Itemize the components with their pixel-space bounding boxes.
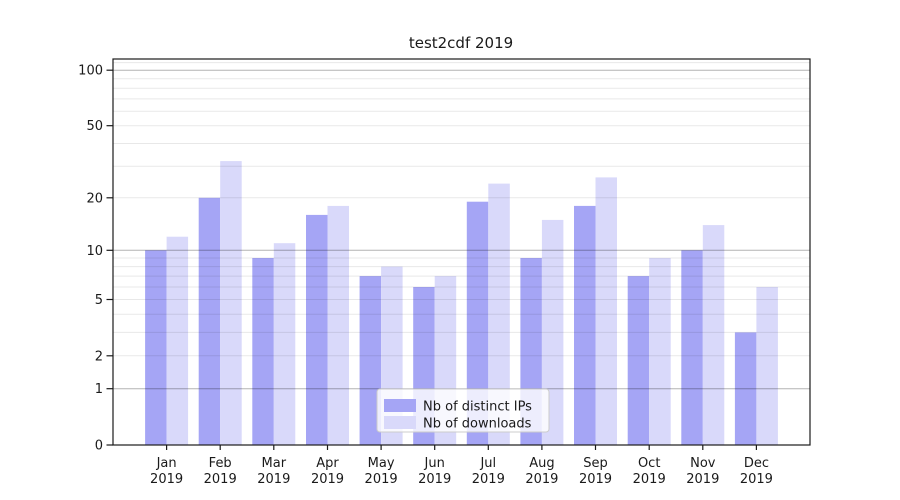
- y-axis-tick-label: 50: [86, 119, 103, 134]
- x-axis-tick-label-year: 2019: [740, 472, 773, 487]
- x-axis-tick-label-month: Jul: [479, 456, 496, 471]
- labels-layer: 0125102050100Jan2019Feb2019Mar2019Apr201…: [78, 64, 773, 487]
- x-axis-tick-label-month: Feb: [209, 456, 232, 471]
- legend-swatch-distinct-ips: [384, 399, 416, 412]
- plot-frame: [112, 58, 811, 446]
- grid-layer: [113, 62, 810, 390]
- legend: Nb of distinct IPs Nb of downloads: [376, 388, 550, 433]
- x-axis-tick-label-year: 2019: [204, 472, 237, 487]
- x-axis-tick-label-month: Dec: [744, 456, 769, 471]
- x-axis-tick-label-year: 2019: [311, 472, 344, 487]
- x-axis-tick-label-month: Jan: [156, 456, 177, 471]
- bar-downloads: [756, 287, 778, 445]
- x-axis-tick-label-year: 2019: [257, 472, 290, 487]
- y-axis-tick-label: 5: [95, 293, 103, 308]
- axes-layer: [106, 58, 811, 450]
- x-axis-tick-label-month: Jun: [424, 456, 445, 471]
- bar-distinct-ips: [681, 250, 703, 445]
- x-axis-tick-label-year: 2019: [686, 472, 719, 487]
- legend-swatch-downloads: [384, 416, 416, 429]
- bar-distinct-ips: [466, 201, 489, 445]
- y-axis-tick-label: 10: [86, 244, 103, 259]
- legend-label-distinct-ips: Nb of distinct IPs: [423, 400, 532, 415]
- bar-distinct-ips: [198, 197, 221, 445]
- x-axis-tick-label-year: 2019: [365, 472, 398, 487]
- bar-downloads: [327, 205, 349, 445]
- y-axis-tick-label: 100: [78, 64, 103, 79]
- bar-distinct-ips: [627, 276, 650, 445]
- bar-distinct-ips: [252, 258, 274, 445]
- bar-downloads: [702, 225, 725, 445]
- bars-layer: [145, 161, 778, 445]
- x-axis-tick-label-year: 2019: [150, 472, 183, 487]
- y-axis-tick-label: 2: [95, 349, 103, 364]
- bar-downloads: [220, 161, 242, 445]
- x-axis-tick-label-month: Sep: [583, 456, 608, 471]
- bar-distinct-ips: [306, 214, 328, 445]
- bar-downloads: [273, 243, 296, 445]
- legend-label-downloads: Nb of downloads: [423, 417, 532, 432]
- bar-downloads: [488, 183, 510, 445]
- x-axis-tick-label-month: Oct: [638, 456, 660, 471]
- x-axis-tick-label-year: 2019: [472, 472, 505, 487]
- x-axis-tick-label-month: Nov: [690, 456, 716, 471]
- y-axis-tick-label: 20: [86, 191, 103, 206]
- x-axis-tick-label-month: Apr: [316, 456, 339, 471]
- bar-downloads: [649, 258, 671, 445]
- x-axis-tick-label-year: 2019: [525, 472, 558, 487]
- x-axis-tick-label-year: 2019: [633, 472, 666, 487]
- x-axis-tick-label-year: 2019: [418, 472, 451, 487]
- bar-distinct-ips: [359, 276, 382, 445]
- bar-distinct-ips: [145, 250, 167, 445]
- x-axis-tick-label-month: May: [368, 456, 395, 471]
- legend-box: [376, 388, 550, 433]
- y-axis-tick-label: 1: [95, 382, 103, 397]
- x-axis-tick-label-year: 2019: [579, 472, 612, 487]
- bar-downloads: [166, 236, 189, 445]
- x-axis-tick-label-month: Aug: [529, 456, 554, 471]
- y-axis-tick-label: 0: [95, 439, 103, 454]
- x-axis-tick-label-month: Mar: [262, 456, 287, 471]
- bar-downloads: [595, 177, 617, 445]
- chart-title: test2cdf 2019: [409, 34, 513, 52]
- bar-distinct-ips: [574, 205, 596, 445]
- bar-distinct-ips: [734, 332, 757, 445]
